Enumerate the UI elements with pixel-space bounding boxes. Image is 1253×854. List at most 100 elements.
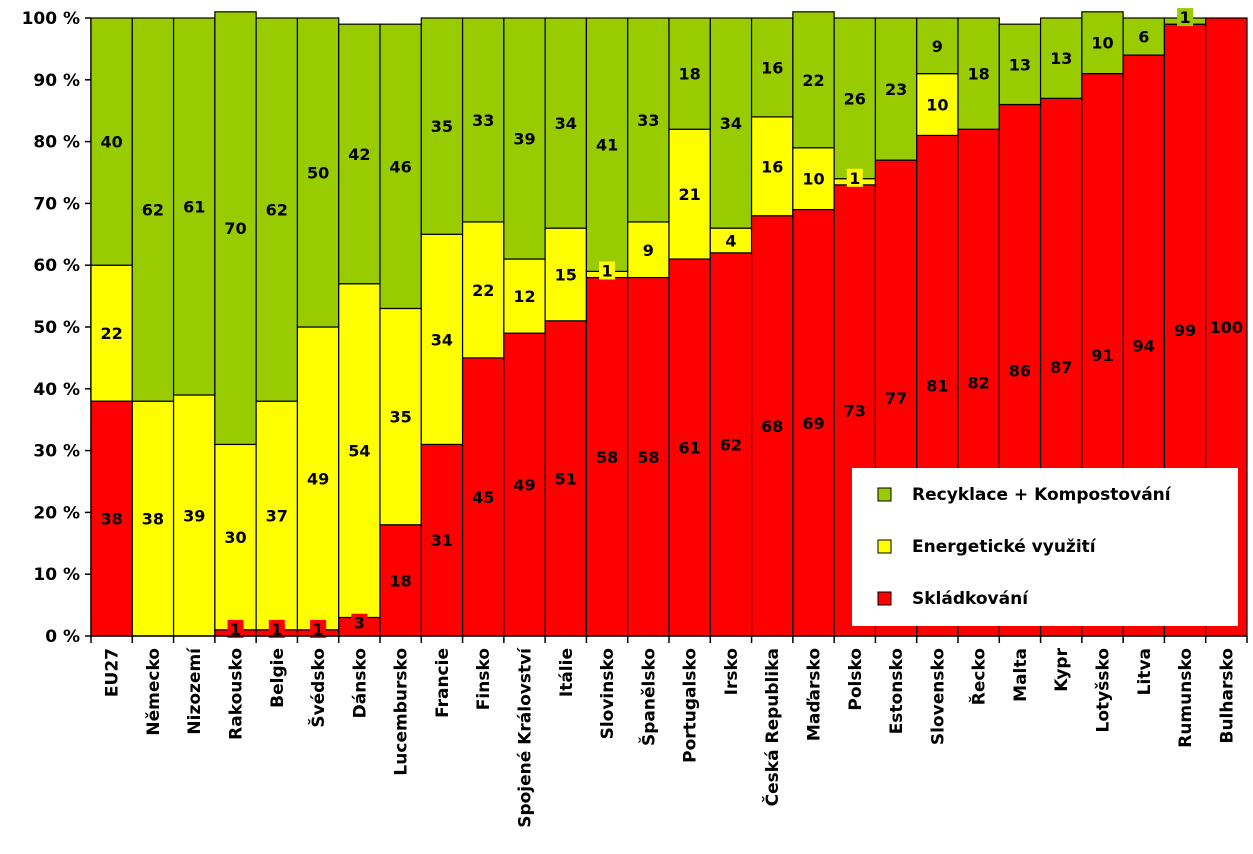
- y-tick-label: 70 %: [33, 194, 80, 214]
- x-tick-label: Česká Republika: [761, 648, 783, 806]
- bar-segment: [338, 283, 381, 619]
- data-label: 15: [555, 265, 577, 284]
- data-label: 10: [802, 170, 824, 189]
- bar-segment: [585, 276, 629, 637]
- bar-segment: [750, 116, 794, 217]
- x-tick-label: Slovinsko: [598, 648, 618, 739]
- data-label-bg: [599, 261, 616, 280]
- x-tick-label: Lotyšsko: [1094, 648, 1114, 733]
- bar-segment: [503, 17, 546, 260]
- data-label: 37: [266, 506, 288, 525]
- bar-segment: [1122, 17, 1166, 56]
- data-label-bg: [846, 168, 863, 187]
- legend-label: Energetické využití: [912, 537, 1097, 557]
- data-label: 58: [637, 448, 659, 467]
- data-label: 9: [932, 37, 943, 56]
- y-tick-label: 0 %: [45, 627, 80, 647]
- data-label: 61: [183, 197, 205, 216]
- data-label: 35: [390, 408, 412, 427]
- data-label: 21: [679, 185, 701, 204]
- data-label: 81: [926, 377, 948, 396]
- data-label: 34: [555, 114, 577, 133]
- legend-label: Skládkování: [912, 589, 1029, 609]
- data-label: 22: [101, 324, 123, 343]
- data-label: 22: [802, 71, 824, 90]
- data-label-bg: [268, 619, 285, 638]
- data-label: 38: [101, 510, 123, 529]
- data-label: 77: [885, 389, 907, 408]
- data-label: 23: [885, 80, 907, 99]
- data-label: 40: [101, 133, 123, 152]
- data-label-bg: [227, 619, 244, 638]
- data-label: 62: [266, 201, 288, 220]
- bar-segment: [709, 17, 753, 229]
- x-tick-label: Německo: [144, 648, 164, 736]
- x-tick-label: EU27: [103, 648, 123, 697]
- data-label: 62: [142, 201, 164, 220]
- bar-segment: [874, 17, 918, 161]
- data-label: 54: [348, 442, 370, 461]
- bar-segment: [172, 17, 216, 396]
- data-label: 10: [1091, 34, 1113, 53]
- x-tick-label: Francie: [433, 648, 453, 718]
- data-label: 4: [725, 231, 736, 250]
- y-tick-label: 100 %: [22, 9, 80, 29]
- data-label: 13: [1009, 55, 1031, 74]
- bar-segment: [1081, 11, 1124, 75]
- data-label: 82: [968, 374, 990, 393]
- x-tick-label: Polsko: [846, 648, 866, 711]
- y-tick-label: 20 %: [33, 503, 80, 523]
- data-label: 1: [602, 261, 613, 280]
- bar-segment: [833, 17, 877, 180]
- x-tick-label: Itálie: [557, 648, 577, 697]
- x-tick-label: Irsko: [722, 648, 742, 695]
- x-tick-label: Spojené Království: [516, 647, 536, 828]
- data-label: 18: [679, 65, 701, 84]
- x-tick-label: Litva: [1135, 648, 1155, 695]
- y-tick-label: 90 %: [33, 71, 80, 91]
- data-label: 26: [844, 89, 866, 108]
- y-tick-label: 60 %: [33, 256, 80, 276]
- data-label: 94: [1133, 337, 1155, 356]
- bar-segment: [420, 233, 464, 446]
- data-label: 42: [348, 145, 370, 164]
- data-label: 62: [720, 435, 742, 454]
- y-tick-label: 50 %: [33, 318, 80, 338]
- data-label: 18: [968, 65, 990, 84]
- data-label: 46: [390, 157, 412, 176]
- data-label-bg: [351, 613, 368, 632]
- bar-segment: [916, 17, 959, 75]
- data-label: 49: [307, 469, 329, 488]
- legend-box: [852, 468, 1238, 626]
- data-label-bg: [310, 619, 327, 638]
- bar-segment: [255, 17, 299, 402]
- x-tick-label: Slovensko: [928, 648, 948, 745]
- data-label: 50: [307, 164, 329, 183]
- data-label: 6: [1138, 28, 1149, 47]
- bar-segment: [916, 73, 959, 137]
- data-label: 35: [431, 117, 453, 136]
- x-tick-label: Bulharsko: [1217, 648, 1237, 744]
- y-axis: 0 % 10 % 20 % 30 % 40 % 50 % 60 % 70 % 80 % 90 % 1…: [22, 9, 92, 647]
- x-tick-label: Kypr: [1052, 647, 1072, 691]
- data-label: 73: [844, 401, 866, 420]
- data-label: 33: [472, 111, 494, 130]
- bars: 3822403862396113070137621495035442183546…: [90, 8, 1248, 639]
- data-label: 41: [596, 136, 618, 155]
- x-tick-label: Švédsko: [307, 648, 329, 728]
- data-label: 16: [761, 157, 783, 176]
- data-label: 3: [354, 614, 365, 633]
- x-tick-label: Estonsko: [887, 648, 907, 734]
- data-label-bg: [1177, 8, 1194, 27]
- x-axis: EU27 Německo Nizozemí Rakousko Belgie Švédsko…: [90, 635, 1248, 828]
- data-label: 100: [1210, 318, 1243, 337]
- bar-segment: [750, 215, 794, 637]
- data-label: 91: [1091, 346, 1113, 365]
- bar-segment: [627, 17, 670, 223]
- bar-segment: [90, 400, 133, 637]
- x-tick-label: Portugalsko: [681, 648, 701, 763]
- data-label: 51: [555, 469, 577, 488]
- data-label: 87: [1050, 358, 1072, 377]
